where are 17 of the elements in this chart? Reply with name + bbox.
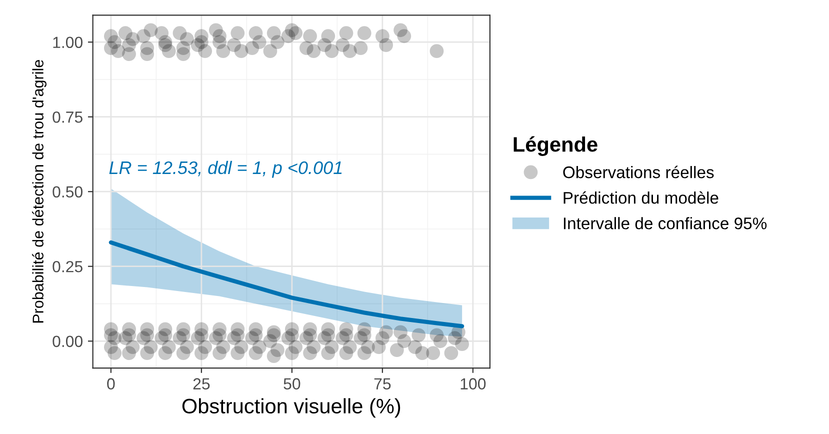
y-axis-title: Probabilité de détection de trou d'agrile <box>32 60 46 323</box>
legend-label: Observations réelles <box>563 166 714 178</box>
y-tick-label: 0.50 <box>52 186 83 198</box>
annotation: LR = 12.53, ddl = 1, p <0.001 <box>109 160 342 178</box>
x-tick-label: 75 <box>374 378 391 390</box>
legend-label: Intervalle de confiance 95% <box>564 217 767 230</box>
y-tick-label: 0.75 <box>52 111 82 123</box>
y-tick-label: 0.25 <box>52 261 82 272</box>
x-tick-label: 25 <box>193 378 210 390</box>
x-tick-label: 0 <box>107 378 115 390</box>
x-tick-label: 50 <box>284 378 300 390</box>
y-tick-label: 1.00 <box>53 36 83 48</box>
x-axis-title: Obstruction visuelle (%) <box>182 398 400 418</box>
y-tick-label: 0.00 <box>52 336 83 348</box>
x-tick-label: 100 <box>460 378 486 390</box>
legend-title: Légende <box>514 136 598 156</box>
legend-label: Prédiction du modèle <box>564 191 718 204</box>
